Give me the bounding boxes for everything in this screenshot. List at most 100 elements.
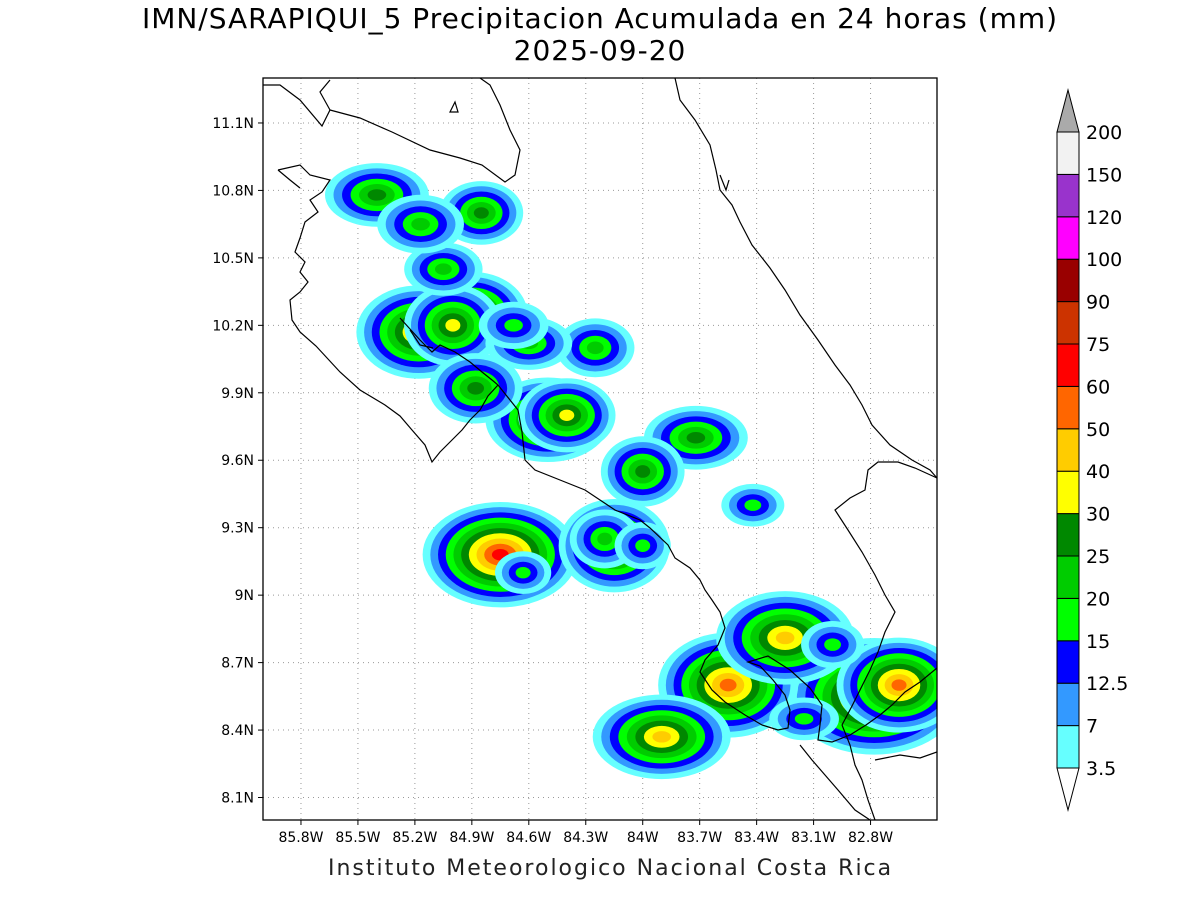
precip-cell (769, 697, 839, 741)
lon-tick-label: 84W (627, 830, 659, 846)
precip-contour (686, 432, 706, 444)
colorbar-label: 40 (1086, 461, 1110, 483)
lat-tick-label: 8.7N (221, 656, 254, 672)
colorbar-under-arrow (1056, 767, 1080, 812)
precip-contour (824, 638, 841, 651)
colorbar-label: 15 (1086, 631, 1110, 653)
precip-contour (586, 341, 604, 355)
precip-cell (556, 318, 635, 378)
precip-cell (422, 501, 579, 608)
lat-tick-label: 10.8N (212, 183, 254, 199)
precip-contour (559, 409, 575, 421)
lat-tick-label: 9.3N (221, 521, 254, 537)
precip-contour (744, 499, 762, 511)
lon-tick-label: 85.2W (392, 830, 437, 846)
precip-contour (597, 532, 613, 546)
colorbar-label: 12.5 (1086, 673, 1128, 695)
precip-contour (719, 678, 737, 692)
institution-credit: Instituto Meteorologico Nacional Costa R… (328, 856, 894, 881)
precip-cell (404, 284, 502, 367)
precip-cell (836, 637, 937, 733)
precip-contour (467, 381, 485, 395)
colorbar-segment (1056, 725, 1080, 769)
lon-tick-label: 83.1W (791, 830, 836, 846)
precip-contour (515, 566, 531, 579)
lat-tick-label: 10.2N (212, 318, 254, 334)
colorbar-label: 20 (1086, 588, 1110, 610)
precip-cell (721, 483, 785, 527)
lon-tick-label: 82.8W (848, 830, 893, 846)
lat-tick-label: 8.4N (221, 723, 254, 739)
colorbar-segment (1056, 216, 1080, 260)
precip-contour (635, 539, 651, 552)
lon-tick-label: 83.4W (734, 830, 779, 846)
precip-contour (411, 217, 430, 231)
coastline (263, 78, 937, 820)
plot-frame (262, 77, 938, 821)
precip-contour (794, 713, 814, 725)
colorbar-over-arrow (1056, 88, 1080, 133)
map-title: IMN/SARAPIQUI_5 Precipitacion Acumulada … (141, 2, 1059, 35)
colorbar-segment (1056, 640, 1080, 684)
lon-tick-label: 83.7W (677, 830, 722, 846)
precip-cell (801, 620, 865, 669)
map-date: 2025-09-20 (513, 34, 687, 67)
colorbar-segment (1056, 597, 1080, 642)
colorbar-segment (1056, 555, 1080, 599)
colorbar-segment (1056, 131, 1080, 175)
colorbar-segment (1056, 513, 1080, 557)
precip-cell (428, 353, 523, 424)
precip-cell (614, 522, 671, 570)
precip-cell (494, 551, 552, 595)
precip-cell (404, 242, 483, 296)
precip-cell (478, 301, 549, 349)
colorbar-segment (1056, 258, 1080, 303)
colorbar-label: 200 (1086, 122, 1122, 144)
lon-tick-label: 84.3W (563, 830, 608, 846)
latitude-axis: 11.1N 10.8N 10.5N 10.2N 9.9N 9.6N 9.3N 9N 8.7N 8.… (212, 116, 263, 807)
precip-contour (635, 465, 651, 478)
colorbar-segment (1056, 343, 1080, 387)
lon-tick-label: 85.8W (278, 830, 323, 846)
colorbar-label: 150 (1086, 164, 1122, 186)
colorbar-label: 3.5 (1086, 758, 1116, 780)
colorbar-segment (1056, 682, 1080, 727)
precipitation-field (324, 163, 937, 780)
lat-tick-label: 11.1N (212, 116, 254, 132)
precip-cell (600, 436, 685, 507)
colorbar-label: 100 (1086, 249, 1122, 271)
colorbar-label: 30 (1086, 504, 1110, 526)
precip-contour (473, 207, 489, 219)
colorbar-label: 50 (1086, 419, 1110, 441)
colorbar-label: 25 (1086, 546, 1110, 568)
precip-contour (652, 731, 672, 743)
longitude-axis: 85.8W 85.5W 85.2W 84.9W 84.6W 84.3W 84W 83.7W 83… (278, 820, 893, 846)
precip-contour (434, 263, 452, 275)
precip-cell (592, 694, 731, 780)
lat-tick-label: 9N (235, 588, 254, 604)
colorbar-label: 90 (1086, 292, 1110, 314)
colorbar-segment (1056, 470, 1080, 515)
colorbar-label: 60 (1086, 376, 1110, 398)
lon-tick-label: 85.5W (335, 830, 380, 846)
precip-contour (367, 189, 387, 201)
lat-tick-label: 9.6N (221, 453, 254, 469)
lat-tick-label: 10.5N (212, 251, 254, 267)
precip-contour (775, 631, 795, 645)
colorbar-segment (1056, 385, 1080, 430)
colorbar-segment (1056, 428, 1080, 472)
lat-tick-label: 8.1N (221, 791, 254, 807)
lat-tick-label: 9.9N (221, 386, 254, 402)
colorbar-label: 75 (1086, 334, 1110, 356)
colorbar-segment (1056, 301, 1080, 345)
precip-contour (891, 679, 907, 691)
lon-tick-label: 84.6W (506, 830, 551, 846)
colorbar-label: 120 (1086, 207, 1122, 229)
colorbar-label: 7 (1086, 716, 1098, 738)
precip-cell (377, 194, 464, 254)
colorbar-legend: 3.5 7 12.5 15 20 25 30 40 50 60 75 90 100 120 150 200 (1056, 88, 1128, 812)
colorbar-segment (1056, 173, 1080, 218)
precip-contour (504, 319, 523, 332)
lon-tick-label: 84.9W (449, 830, 494, 846)
